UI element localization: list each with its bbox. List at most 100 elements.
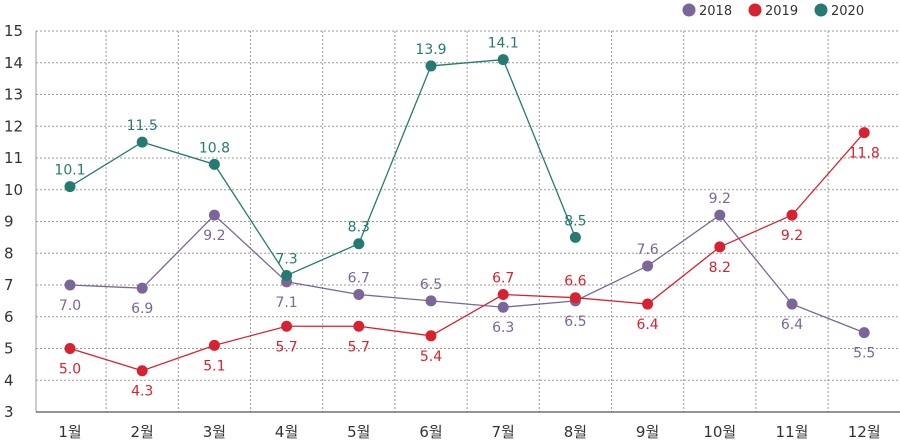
x-tick-label: 3월	[203, 423, 226, 441]
data-point	[786, 298, 798, 310]
x-tick-label: 6월	[419, 423, 442, 441]
data-label: 5.5	[853, 346, 875, 362]
data-label: 6.4	[636, 317, 658, 333]
series-2019: 5.0 4.3 5.1 5.7 5.7 5.4 6.7 6.6 6.4 8.2 9.2 11.8	[59, 127, 880, 400]
data-point	[858, 327, 870, 339]
data-point	[136, 365, 148, 377]
legend-label: 2020	[831, 4, 864, 19]
data-point	[208, 339, 220, 351]
data-point	[64, 181, 76, 193]
x-tick-label: 2월	[131, 423, 154, 441]
data-point	[136, 282, 148, 294]
data-point	[497, 301, 509, 313]
data-label: 7.0	[59, 298, 81, 314]
y-tick-label: 15	[4, 22, 23, 40]
data-label: 6.9	[131, 301, 153, 317]
y-tick-label: 13	[4, 86, 23, 104]
y-tick-label: 8	[4, 244, 14, 262]
data-label: 6.5	[564, 314, 586, 330]
data-point	[569, 292, 581, 304]
data-point	[425, 295, 437, 307]
data-label: 9.2	[203, 228, 225, 244]
data-point	[353, 289, 365, 301]
data-label: 8.5	[564, 213, 586, 229]
series-2020: 10.1 11.5 10.8 7.3 8.3 13.9 14.1 8.5	[54, 36, 587, 281]
data-point	[642, 260, 654, 272]
data-point	[569, 231, 581, 243]
data-label: 9.2	[781, 228, 803, 244]
data-point	[136, 136, 148, 148]
y-axis: 3 4 5 6 7 8 9 10 11 12 13 14 15	[4, 22, 37, 421]
y-tick-label: 9	[4, 213, 14, 231]
legend-label: 2019	[765, 4, 798, 19]
data-label: 14.1	[488, 36, 519, 52]
data-label: 11.5	[127, 118, 158, 134]
data-label: 5.1	[203, 358, 225, 374]
x-tick-label: 8월	[564, 423, 587, 441]
data-point	[497, 54, 509, 66]
data-label: 8.2	[709, 260, 731, 276]
data-point	[425, 60, 437, 72]
y-tick-label: 12	[4, 117, 23, 135]
data-label: 8.3	[348, 220, 370, 236]
data-point	[208, 158, 220, 170]
y-tick-label: 11	[4, 149, 23, 167]
y-tick-label: 10	[4, 181, 23, 199]
y-tick-label: 5	[4, 340, 14, 358]
data-label: 11.8	[849, 146, 880, 162]
series-group: 7.0 6.9 9.2 7.1 6.7 6.5 6.3 6.5 7.6 9.2 6.4 5.5 5.0 4…	[54, 36, 879, 400]
data-point	[281, 269, 293, 281]
series-2018: 7.0 6.9 9.2 7.1 6.7 6.5 6.3 6.5 7.6 9.2 6.4 5.5	[59, 191, 875, 361]
data-point	[425, 330, 437, 342]
data-label: 7.1	[275, 295, 297, 311]
data-point	[353, 238, 365, 250]
data-point	[64, 343, 76, 354]
series-line-2020	[69, 58, 577, 277]
legend-item-2020: 2020	[814, 3, 864, 19]
data-label: 4.3	[131, 384, 153, 400]
data-label: 7.3	[275, 251, 297, 267]
data-label: 6.7	[492, 271, 514, 287]
x-tick-label: 1월	[58, 423, 81, 441]
legend-item-2019: 2019	[748, 3, 798, 19]
legend-label: 2018	[699, 4, 732, 19]
y-tick-label: 4	[4, 371, 14, 389]
series-line-2018	[69, 214, 865, 334]
x-tick-label: 5월	[347, 423, 370, 441]
x-tick-label: 9월	[636, 423, 659, 441]
y-tick-label: 6	[4, 308, 14, 326]
data-point	[642, 298, 654, 310]
data-point	[497, 289, 509, 301]
x-tick-label: 11월	[776, 423, 809, 441]
data-label: 10.8	[199, 140, 230, 156]
data-point	[281, 320, 293, 332]
x-tick-label: 7월	[492, 423, 515, 441]
data-label: 5.7	[275, 339, 297, 355]
x-tick-label: 10월	[703, 423, 736, 441]
data-label: 6.4	[781, 317, 803, 333]
x-tick-label: 12월	[848, 423, 881, 441]
series-line-2019	[69, 132, 865, 372]
data-label: 5.7	[348, 339, 370, 355]
legend-marker	[814, 3, 828, 17]
data-point	[64, 279, 76, 291]
data-label: 10.1	[54, 163, 85, 179]
legend: 2018 2019 2020	[682, 3, 864, 19]
data-label: 13.9	[415, 42, 446, 58]
x-tick-label: 4월	[275, 423, 298, 441]
legend-marker	[682, 3, 696, 17]
y-tick-label: 7	[4, 276, 14, 294]
data-point	[714, 241, 726, 253]
data-label: 7.6	[636, 242, 658, 258]
grid	[36, 30, 900, 412]
y-tick-label: 3	[4, 403, 14, 421]
legend-item-2018: 2018	[682, 3, 732, 19]
data-label: 6.3	[492, 320, 514, 336]
data-point	[714, 209, 726, 221]
data-label: 5.0	[59, 362, 81, 378]
data-label: 6.6	[564, 274, 586, 290]
data-point	[353, 320, 365, 332]
data-label: 9.2	[709, 191, 731, 207]
legend-marker	[748, 3, 762, 17]
